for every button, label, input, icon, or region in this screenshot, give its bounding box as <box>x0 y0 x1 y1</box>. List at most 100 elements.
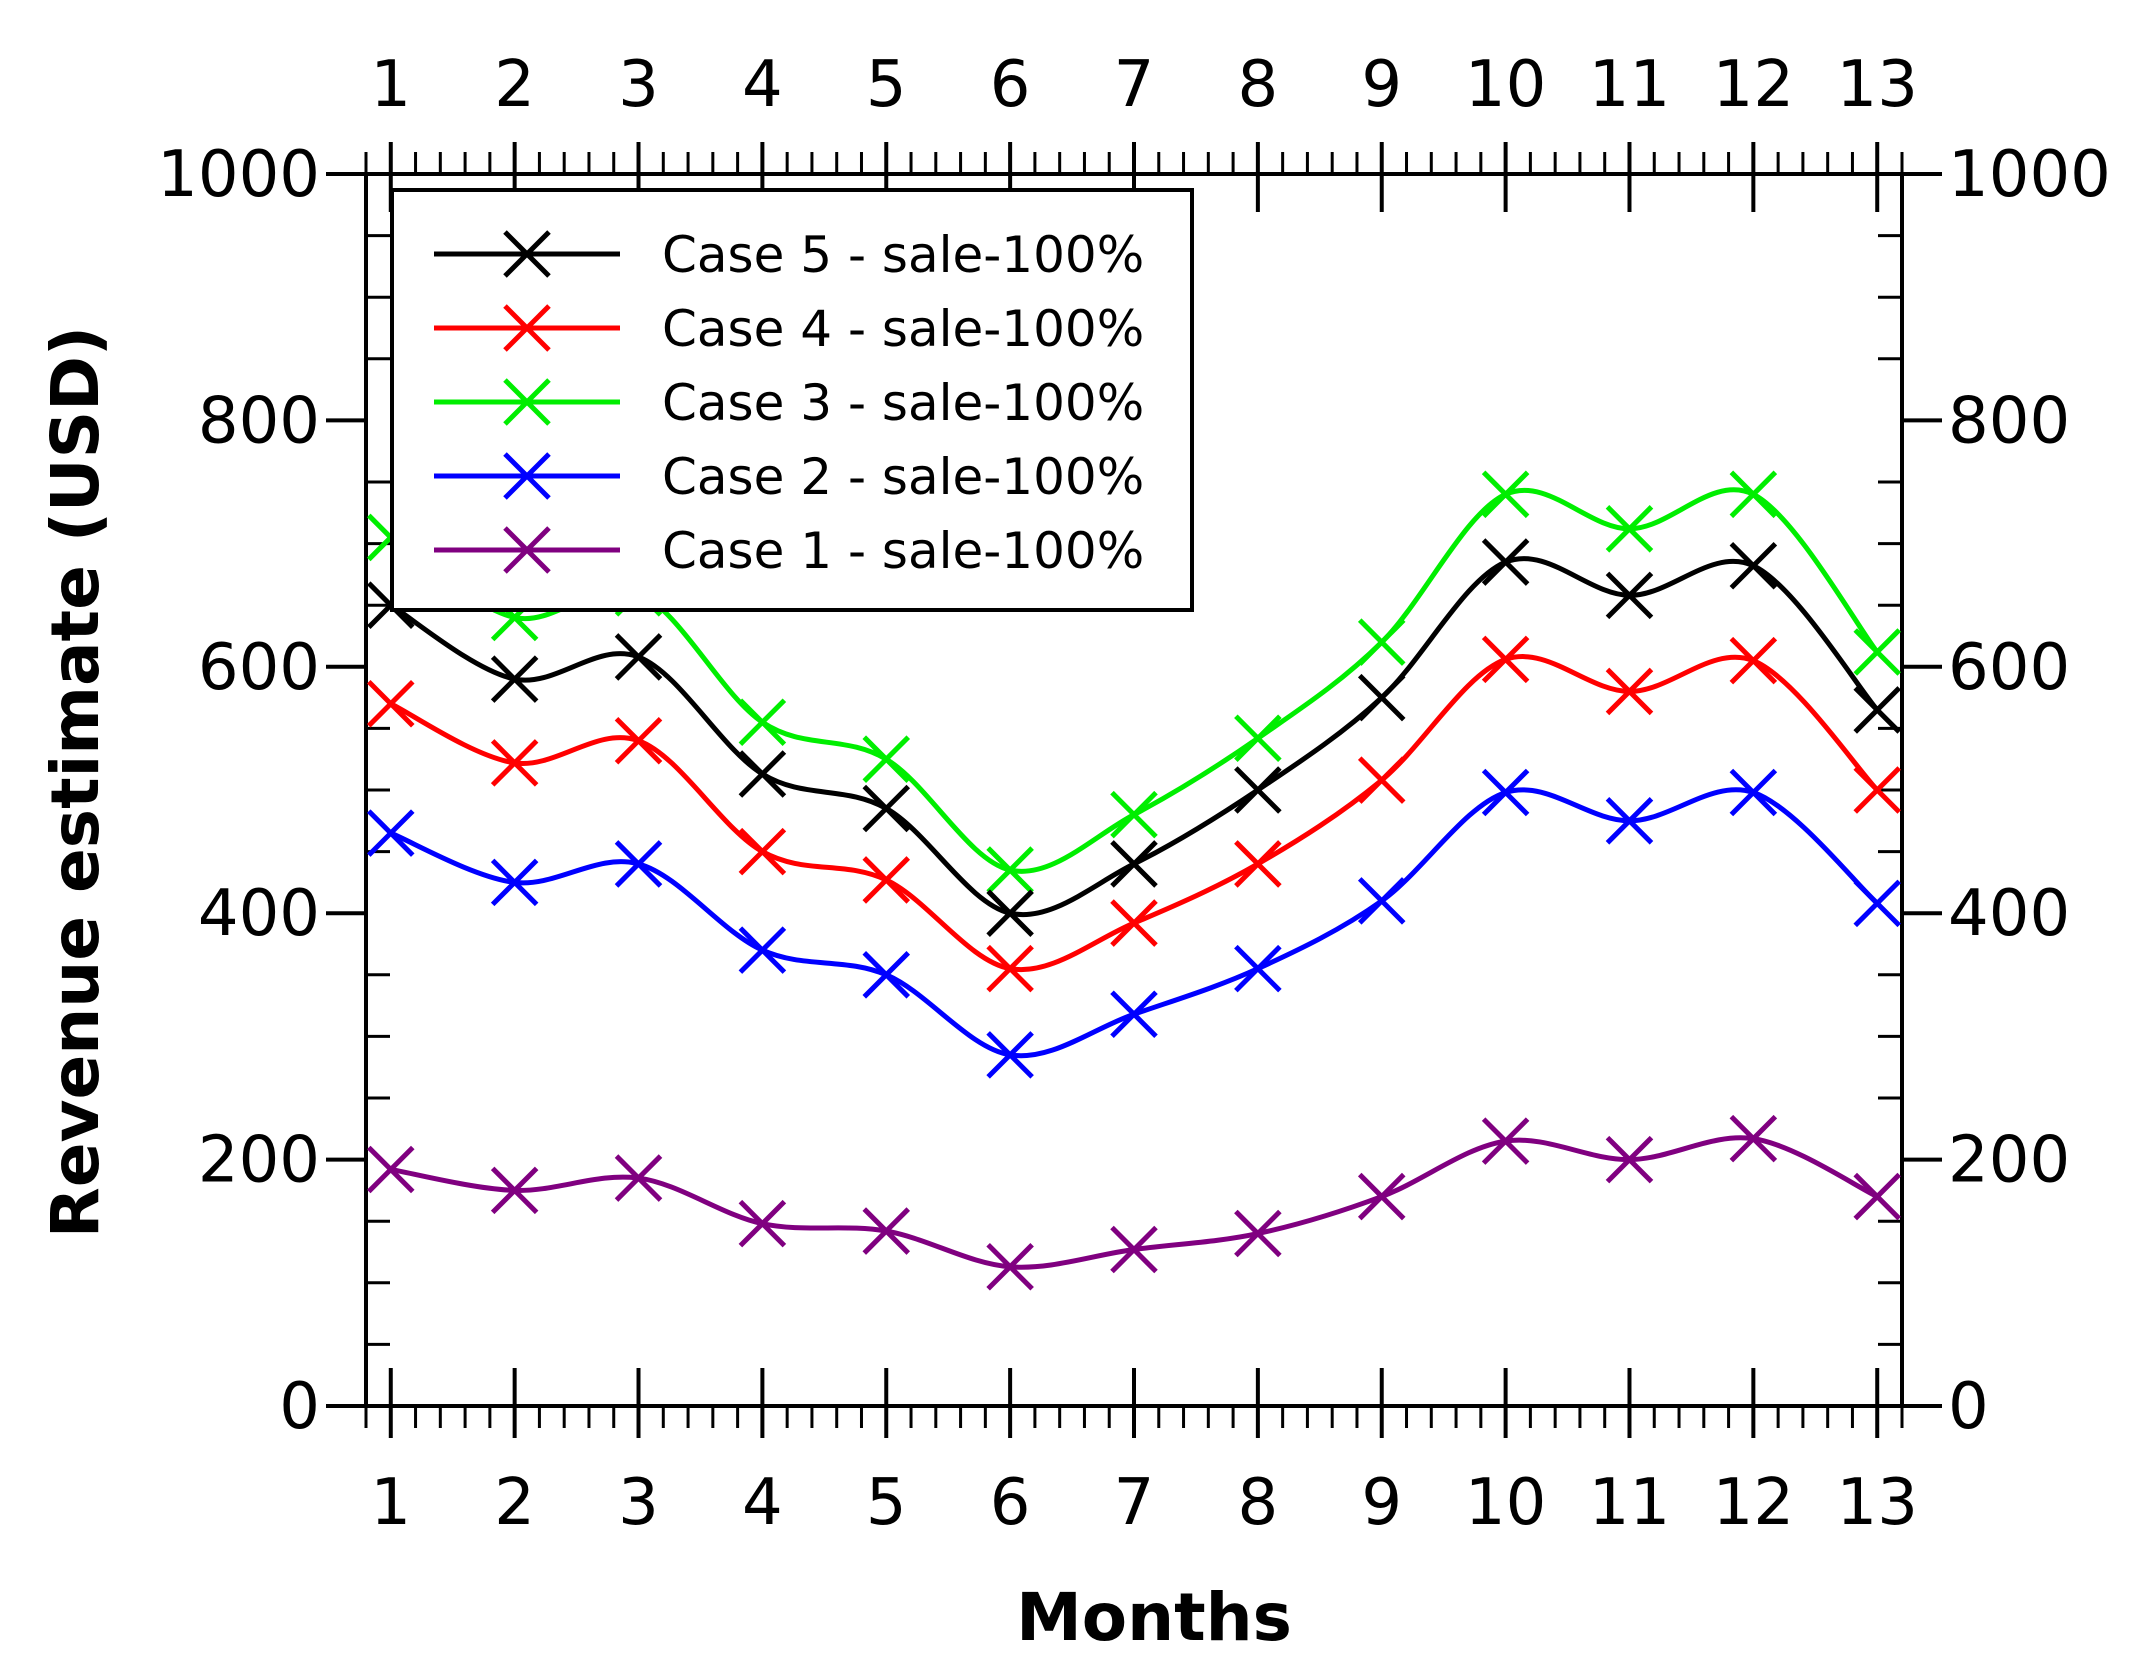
y-tick-label-left: 1000 <box>157 138 320 212</box>
marker-stroke <box>1605 571 1654 620</box>
data-point <box>1110 1225 1158 1274</box>
x-tick-label-bottom: 3 <box>618 1466 659 1540</box>
data-point <box>614 1154 663 1202</box>
marker-stroke <box>1110 990 1158 1038</box>
marker-stroke <box>367 1145 415 1194</box>
data-point <box>1481 470 1530 519</box>
x-tick-label-bottom: 10 <box>1465 1466 1546 1540</box>
legend-entry: Case 4 - sale-100% <box>434 300 1144 358</box>
data-point <box>1481 768 1530 817</box>
marker-stroke <box>986 944 1034 993</box>
x-tick-label-top: 10 <box>1465 48 1546 122</box>
marker-stroke <box>986 1031 1034 1079</box>
series-case-1-sale-100- <box>367 1114 1901 1291</box>
x-tick-label-bottom: 11 <box>1589 1466 1670 1540</box>
marker-stroke <box>1357 1172 1406 1221</box>
marker-stroke <box>503 304 551 352</box>
marker-stroke <box>862 856 911 904</box>
data-point <box>490 739 539 787</box>
data-point <box>986 846 1034 894</box>
marker-stroke <box>1729 636 1778 685</box>
y-tick-label-left: 400 <box>198 877 320 951</box>
x-tick-label-top: 3 <box>618 48 659 122</box>
data-point <box>1729 1114 1778 1163</box>
x-tick-label-top: 1 <box>370 48 411 122</box>
data-point <box>738 698 787 747</box>
x-tick-label-top: 11 <box>1589 48 1670 122</box>
data-point <box>738 1199 787 1248</box>
data-point <box>1234 840 1282 888</box>
data-point <box>367 809 415 857</box>
data-point <box>862 856 911 904</box>
data-point <box>1357 877 1406 925</box>
marker-stroke <box>1481 768 1530 817</box>
marker-stroke <box>738 926 787 974</box>
legend-marker <box>503 526 551 574</box>
y-axis-title: Revenue estimate (USD) <box>37 326 114 1238</box>
marker-stroke <box>490 858 539 907</box>
data-point <box>862 784 911 833</box>
x-tick-label-bottom: 1 <box>370 1466 411 1540</box>
data-point <box>367 1145 415 1194</box>
marker-stroke <box>1729 1114 1778 1163</box>
marker-stroke <box>738 1199 787 1248</box>
data-point <box>1853 879 1901 928</box>
legend-label: Case 3 - sale-100% <box>662 374 1144 432</box>
x-tick-label-top: 7 <box>1114 48 1155 122</box>
data-point <box>1357 673 1406 722</box>
marker-stroke <box>503 526 551 574</box>
marker-stroke <box>1234 766 1282 814</box>
marker-stroke <box>862 735 911 783</box>
data-point <box>1605 797 1654 845</box>
marker-stroke <box>1729 768 1778 817</box>
data-point <box>1234 1209 1282 1258</box>
x-tick-label-bottom: 5 <box>866 1466 907 1540</box>
marker-stroke <box>986 1243 1034 1291</box>
y-tick-label-left: 800 <box>198 384 320 458</box>
data-point <box>986 944 1034 993</box>
marker-stroke <box>503 230 551 278</box>
data-point <box>1110 899 1158 947</box>
data-point <box>367 679 415 728</box>
marker-stroke <box>738 827 787 876</box>
x-tick-label-bottom: 12 <box>1713 1466 1794 1540</box>
series-case-5-sale-100- <box>367 538 1901 937</box>
legend-marker <box>503 304 551 352</box>
y-tick-label-left: 200 <box>198 1124 320 1198</box>
data-point <box>490 655 539 703</box>
data-point <box>490 858 539 907</box>
data-point <box>1729 768 1778 817</box>
data-point <box>1729 542 1778 590</box>
marker-stroke <box>1481 470 1530 519</box>
marker-stroke <box>862 951 911 999</box>
marker-stroke <box>1357 618 1406 666</box>
marker-stroke <box>1853 686 1901 734</box>
marker-stroke <box>1853 1172 1901 1221</box>
legend-entry: Case 5 - sale-100% <box>434 226 1144 284</box>
data-point <box>1357 756 1406 804</box>
x-tick-label-bottom: 2 <box>494 1466 535 1540</box>
y-tick-label-right: 800 <box>1948 384 2070 458</box>
data-point <box>1853 686 1901 734</box>
legend-marker <box>503 230 551 278</box>
data-point <box>738 750 787 798</box>
marker-stroke <box>738 698 787 747</box>
data-point <box>986 1243 1034 1291</box>
marker-stroke <box>1110 1225 1158 1274</box>
marker-stroke <box>1357 756 1406 804</box>
marker-stroke <box>367 809 415 857</box>
legend: Case 5 - sale-100% Case 4 - sale-100% Case… <box>390 188 1194 612</box>
marker-stroke <box>1481 1117 1530 1165</box>
marker-stroke <box>1234 944 1282 993</box>
data-point <box>1729 470 1778 519</box>
marker-stroke <box>1605 667 1654 716</box>
data-point <box>1481 1117 1530 1165</box>
legend-entry: Case 3 - sale-100% <box>434 374 1144 432</box>
data-point <box>1853 628 1901 676</box>
marker-stroke <box>1605 1135 1654 1184</box>
x-tick-label-bottom: 7 <box>1114 1466 1155 1540</box>
marker-stroke <box>1605 505 1654 553</box>
data-point <box>986 1031 1034 1079</box>
marker-stroke <box>503 378 551 426</box>
